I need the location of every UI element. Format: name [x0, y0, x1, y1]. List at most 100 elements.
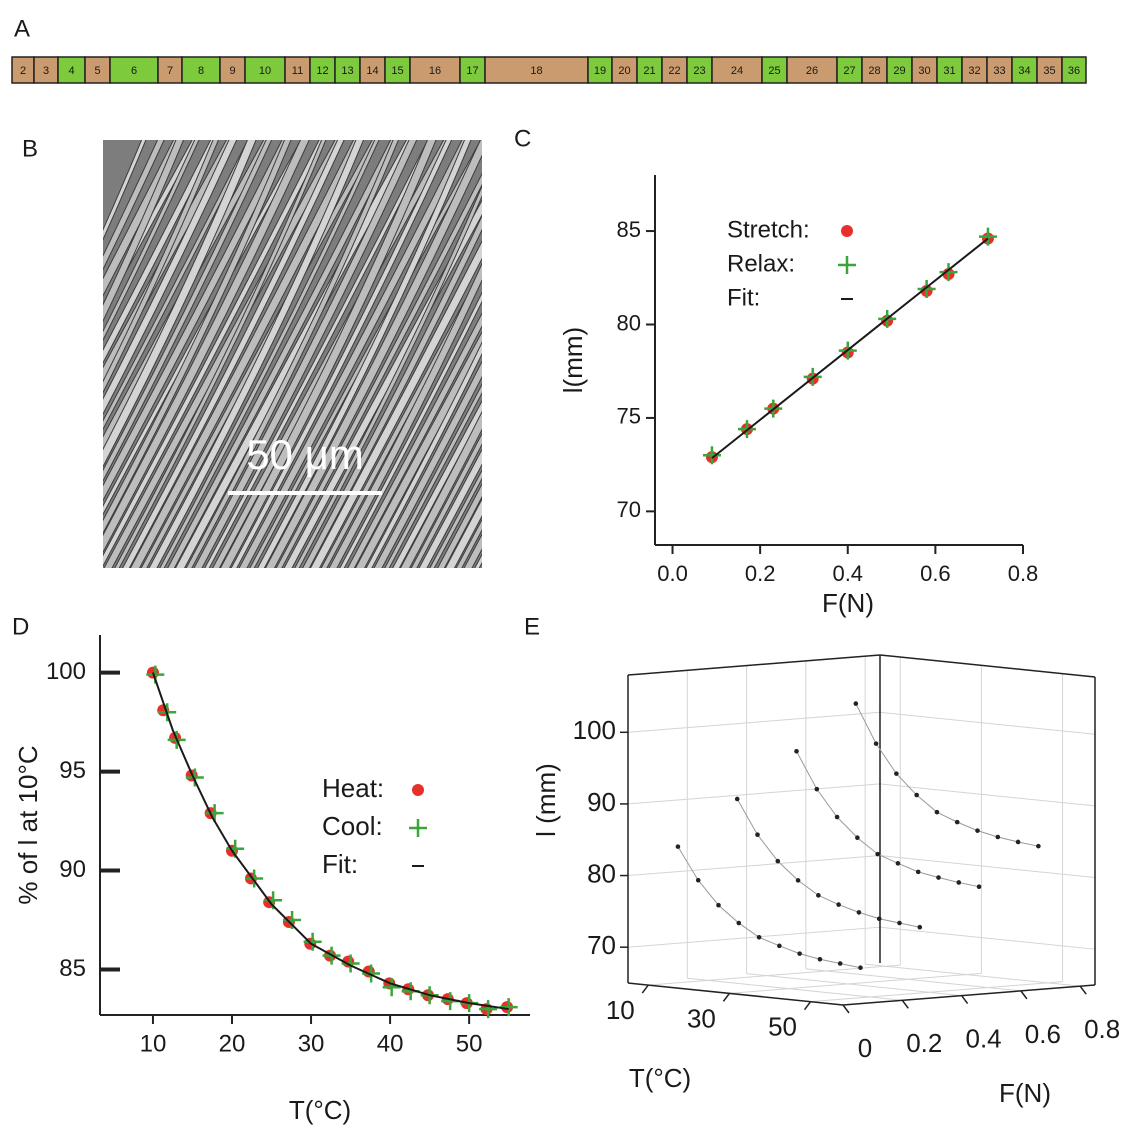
x-tick-label: 0.0 [657, 561, 688, 586]
x-tick-label: 0.4 [832, 561, 863, 586]
fiber [478, 100, 738, 600]
y-tick-label: 100 [46, 658, 86, 685]
grid-line [627, 783, 881, 805]
z-tick-label: 80 [587, 858, 616, 888]
segment-label: 12 [316, 65, 328, 77]
point [976, 884, 982, 889]
point [939, 263, 958, 282]
point [756, 935, 762, 940]
legend-label: Stretch: [727, 216, 810, 243]
fiber [303, 217, 482, 568]
point [915, 869, 921, 875]
strip-segment [986, 56, 1013, 84]
point [816, 893, 821, 898]
point [1015, 839, 1021, 845]
fiber [103, 140, 305, 514]
point [836, 902, 841, 907]
fiber [103, 140, 290, 500]
fiber [505, 100, 755, 600]
segment-label: 17 [466, 65, 478, 77]
segment-label: 26 [806, 65, 818, 77]
x-tick-label: 20 [219, 1030, 246, 1057]
fiber [496, 100, 736, 600]
x-tick-label: 0.8 [1008, 561, 1039, 586]
x-axis-label: T(°C) [289, 1095, 351, 1125]
box-edge [627, 982, 844, 1006]
fiber [103, 140, 236, 384]
fiber [103, 140, 218, 392]
fiber [340, 293, 482, 568]
segment-label: 15 [391, 65, 403, 77]
x-tick-label: 0.2 [745, 561, 776, 586]
segment-label: 2 [20, 65, 26, 77]
x-tick-label: 0.6 [1025, 1019, 1061, 1049]
segment-label: 14 [366, 65, 378, 77]
point [837, 961, 843, 966]
strip-segment [686, 56, 713, 84]
segment-label: 6 [131, 65, 137, 77]
grid-line [729, 972, 982, 994]
strip-segment [181, 56, 221, 84]
panel-label: B [22, 135, 38, 162]
z-axis-label: l (mm) [531, 763, 561, 837]
fiber [469, 100, 719, 600]
fiber [103, 140, 309, 552]
legend-label: Fit: [727, 284, 760, 311]
point [382, 978, 401, 997]
y-tick [722, 992, 731, 1002]
strip-segment [661, 56, 688, 84]
y-tick-label: 30 [687, 1003, 716, 1033]
surface-line [796, 751, 980, 888]
surface-line [855, 703, 1039, 847]
y-tick [803, 1001, 812, 1011]
grid-line [746, 973, 962, 997]
strip-segment [936, 56, 963, 84]
segment-label: 28 [868, 65, 880, 77]
fiber [496, 100, 736, 600]
fiber [239, 140, 470, 568]
fiber [276, 175, 482, 568]
point [917, 924, 923, 930]
point [978, 227, 997, 246]
segment-label: 30 [918, 65, 930, 77]
y-tick-label: 85 [617, 217, 641, 242]
segment-label: 36 [1068, 65, 1080, 77]
grid-line [687, 977, 903, 1001]
segment-label: 16 [429, 65, 441, 77]
y-tick-label: 50 [768, 1012, 797, 1042]
fit-line [152, 672, 509, 1011]
segment-label: 35 [1043, 65, 1055, 77]
fiber [231, 140, 452, 568]
segment-label: 4 [68, 65, 74, 77]
strip-segment [786, 56, 838, 84]
y-axis-label: T(°C) [629, 1063, 691, 1093]
point [777, 943, 782, 949]
strip-segment [334, 56, 361, 84]
strip-segment [761, 56, 788, 84]
x-tick [901, 999, 909, 1009]
grid-line [805, 968, 1021, 992]
fiber [329, 264, 482, 568]
y-tick-label: 75 [617, 404, 641, 429]
fiber [266, 140, 482, 568]
y-tick [641, 984, 649, 994]
legend-label: Heat: [322, 773, 384, 803]
point [794, 748, 799, 754]
strip-segment [359, 56, 386, 84]
point [897, 920, 902, 926]
segment-label: 34 [1018, 65, 1030, 77]
grid-line [627, 855, 881, 877]
fiber [430, 471, 482, 568]
grid-line [879, 711, 1096, 735]
fiber [103, 140, 291, 532]
grid-line [627, 926, 881, 948]
legend-marker [409, 819, 427, 837]
y-tick-label: 95 [59, 757, 86, 784]
x-tick-label: 30 [298, 1030, 325, 1057]
point [894, 771, 899, 776]
fiber [284, 201, 482, 568]
fiber [385, 385, 482, 568]
fiber [103, 140, 270, 449]
strip-segment [1036, 56, 1063, 84]
point [205, 804, 224, 823]
